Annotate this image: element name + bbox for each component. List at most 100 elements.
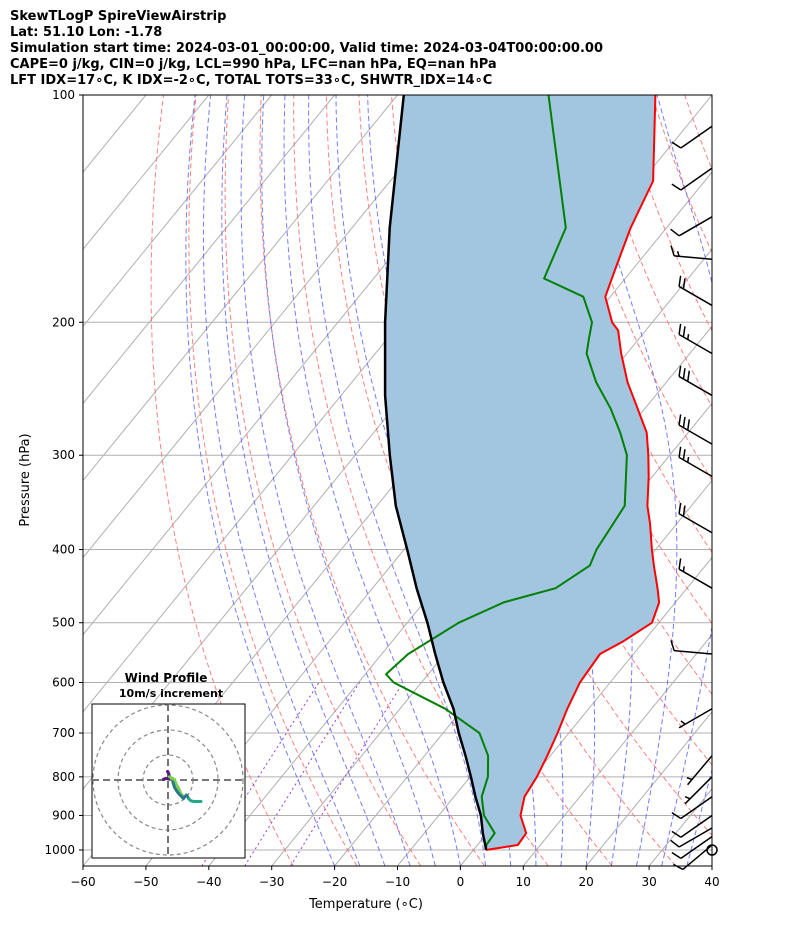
moist-adiabat — [571, 95, 678, 866]
isotherm-gridline — [83, 95, 461, 559]
barb-half-flag — [686, 777, 693, 781]
wind-barb — [671, 814, 713, 838]
barb-full-flag — [673, 863, 684, 871]
barb-full-flag — [678, 558, 682, 570]
barb-full-flag — [682, 449, 686, 460]
x-tick-label: 20 — [579, 875, 594, 889]
wind-barb — [671, 125, 713, 149]
barb-full-flag — [687, 370, 691, 382]
mixing-ratio-line — [244, 682, 360, 866]
x-tick-label: 40 — [704, 875, 719, 889]
x-axis-ticks: −60 −50 −40 −30 −20 −10 0 10 20 30 40 — [70, 866, 720, 889]
dry-adiabat — [521, 95, 712, 554]
x-axis-label: Temperature (∘C) — [308, 897, 423, 912]
barb-staff — [680, 125, 713, 149]
barb-full-flag — [670, 839, 680, 848]
barb-half-flag — [684, 795, 691, 800]
isotherm-gridline — [460, 556, 712, 866]
isotherm-gridline — [83, 95, 335, 405]
barb-half-flag — [687, 334, 690, 340]
y-tick-label: 500 — [52, 616, 75, 630]
y-tick-label: 200 — [52, 315, 75, 329]
barb-full-flag — [670, 228, 680, 237]
barb-full-flag — [671, 830, 682, 838]
moist-adiabat — [240, 95, 411, 866]
y-tick-label: 700 — [52, 726, 75, 740]
barb-half-flag — [687, 456, 690, 463]
location-line: Lat: 51.10 Lon: -1.78 — [10, 25, 163, 40]
barb-full-flag — [670, 640, 675, 651]
barb-full-flag — [670, 245, 675, 257]
barb-staff — [678, 424, 713, 445]
x-tick-label: 0 — [457, 875, 465, 889]
moist-adiabat — [283, 95, 461, 866]
parcel-profile-line — [383, 95, 488, 851]
barb-half-flag — [676, 250, 680, 257]
dry-adiabat — [358, 95, 677, 866]
barb-half-flag — [680, 720, 686, 725]
x-tick-label: −60 — [70, 875, 95, 889]
isotherm-gridline — [83, 95, 210, 250]
barb-staff — [682, 844, 713, 871]
wind-barb — [671, 836, 713, 860]
barb-staff — [678, 513, 713, 534]
wind-barb — [670, 245, 713, 260]
barb-staff — [680, 796, 713, 820]
barb-full-flag — [682, 416, 686, 428]
moist-adiabat — [203, 95, 361, 866]
moist-adiabat — [185, 95, 336, 866]
x-tick-label: −50 — [133, 875, 158, 889]
barb-full-flag — [678, 502, 682, 514]
barb-full-flag — [671, 811, 682, 820]
mixing-ratio-line — [290, 682, 404, 866]
isotherm-gridline — [83, 95, 84, 96]
wind-barb — [678, 323, 713, 355]
barb-staff — [678, 285, 713, 307]
y-axis-label: Pressure (hPa) — [18, 433, 33, 526]
y-tick-label: 100 — [52, 88, 75, 102]
barb-staff — [678, 333, 713, 355]
barb-full-flag — [671, 851, 682, 860]
barb-full-flag — [678, 275, 682, 287]
barb-staff — [678, 827, 713, 848]
wind-barb — [678, 275, 713, 307]
barb-full-flag — [671, 183, 682, 191]
isotherm-gridline — [648, 788, 712, 866]
moist-adiabat — [308, 95, 487, 866]
barb-staff — [678, 375, 713, 397]
hodograph-title: Wind Profile — [125, 671, 208, 685]
y-tick-label: 800 — [52, 770, 75, 784]
dry-adiabat — [750, 95, 794, 866]
hodograph-trace — [187, 797, 203, 803]
barb-staff — [674, 649, 713, 655]
y-tick-label: 400 — [52, 543, 75, 557]
y-tick-label: 300 — [52, 448, 75, 462]
barb-half-flag — [682, 566, 685, 572]
cin-shading — [385, 95, 660, 850]
hodograph-trace — [168, 775, 185, 800]
y-tick-label: 1000 — [44, 843, 75, 857]
dry-adiabat — [224, 95, 422, 866]
wind-barb — [678, 708, 713, 729]
hodograph-trace — [171, 780, 191, 801]
dry-adiabat — [150, 95, 294, 866]
dry-adiabat — [783, 95, 794, 866]
y-tick-label: 600 — [52, 676, 75, 690]
barb-full-flag — [671, 141, 682, 149]
barb-staff — [678, 568, 713, 589]
y-tick-label: 900 — [52, 808, 75, 822]
x-tick-label: 10 — [516, 875, 531, 889]
chart-header: SkewTLogP SpireViewAirstrip Lat: 51.10 L… — [10, 9, 603, 89]
dry-adiabat — [188, 95, 358, 866]
hodograph-inset: Wind Profile 10m/s increment — [91, 671, 246, 859]
parcel-fill-area — [385, 95, 660, 850]
wind-barb — [678, 414, 713, 445]
moist-adiabat — [261, 95, 436, 866]
x-tick-label: −20 — [322, 875, 347, 889]
x-tick-label: 30 — [641, 875, 656, 889]
hodograph-plot — [92, 704, 245, 858]
wind-barb — [678, 446, 713, 478]
isotherm-gridline — [711, 865, 712, 866]
y-axis-ticks: 1000 900 800 700 600 500 400 300 200 100 — [44, 88, 83, 857]
